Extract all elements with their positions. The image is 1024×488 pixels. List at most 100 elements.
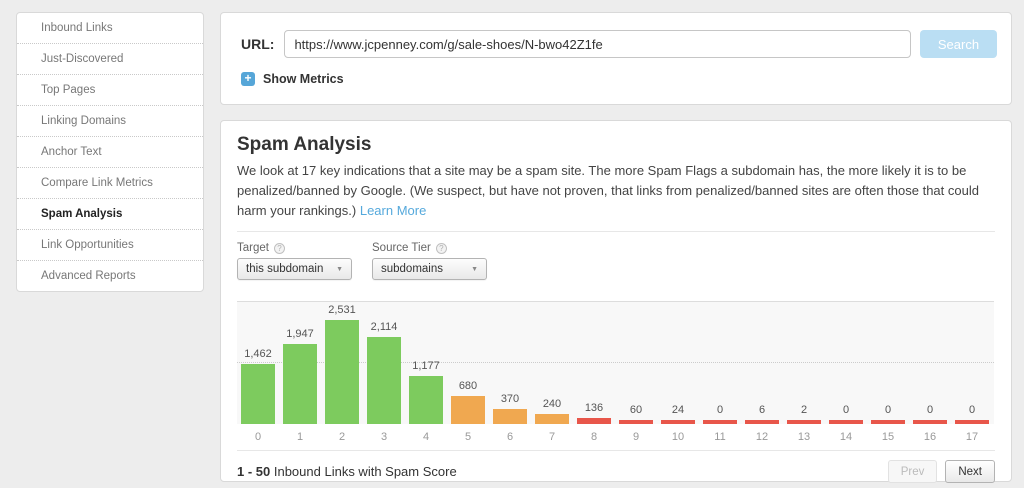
bar-score-6	[493, 409, 527, 424]
x-axis-label: 11	[714, 431, 726, 443]
bar-score-17	[955, 420, 989, 424]
target-dropdown[interactable]: this subdomain ▼	[237, 258, 352, 280]
bar-value-label: 0	[968, 404, 976, 416]
x-axis-label: 12	[755, 431, 769, 443]
bar-score-2	[325, 320, 359, 424]
chevron-down-icon: ▼	[471, 265, 478, 273]
show-metrics-label: Show Metrics	[263, 72, 344, 86]
sidebar-item-anchor-text[interactable]: Anchor Text	[17, 136, 203, 167]
bar-value-label: 240	[542, 398, 562, 410]
search-button[interactable]: Search	[920, 30, 997, 58]
bar-score-0	[241, 364, 275, 424]
url-input[interactable]	[284, 30, 911, 58]
description-text: We look at 17 key indications that a sit…	[237, 161, 989, 221]
x-axis-label: 13	[797, 431, 811, 443]
url-label: URL:	[241, 36, 275, 52]
x-axis-label: 3	[380, 431, 388, 443]
x-axis-label: 8	[590, 431, 598, 443]
bar-value-label: 2,531	[328, 304, 356, 316]
x-axis-label: 2	[338, 431, 346, 443]
x-axis-label: 14	[839, 431, 853, 443]
bar-score-15	[871, 420, 905, 424]
bar-score-13	[787, 420, 821, 424]
bar-value-label: 2,114	[370, 321, 398, 333]
bar-value-label: 680	[458, 380, 478, 392]
bar-score-11	[703, 420, 737, 424]
target-dropdown-value: this subdomain	[246, 263, 324, 275]
source-tier-dropdown-value: subdomains	[381, 263, 444, 275]
spam-score-chart: 1,462 1,947 2,531 2,114 1,177 680 370 240 136 60 2…	[237, 301, 994, 443]
page-title: Spam Analysis	[237, 134, 372, 155]
bar-score-9	[619, 420, 653, 424]
sidebar-item-spam-analysis[interactable]: Spam Analysis	[17, 198, 203, 229]
sidebar-item-inbound-links[interactable]: Inbound Links	[41, 22, 113, 34]
bar-value-label: 60	[629, 404, 643, 416]
x-axis-label: 5	[464, 431, 472, 443]
results-caption: 1 - 50 Inbound Links with Spam Score	[237, 464, 457, 479]
bar-value-label: 0	[926, 404, 934, 416]
target-label: Target ?	[237, 242, 352, 254]
bar-score-10	[661, 420, 695, 424]
url-panel: URL: Search + Show Metrics	[220, 12, 1012, 105]
plus-icon[interactable]: +	[241, 72, 255, 86]
chevron-down-icon: ▼	[336, 265, 343, 273]
x-axis-label: 16	[923, 431, 937, 443]
sidebar-item-advanced-reports[interactable]: Advanced Reports	[17, 260, 203, 291]
bar-score-16	[913, 420, 947, 424]
x-axis-label: 6	[506, 431, 514, 443]
bar-value-label: 2	[800, 404, 808, 416]
sidebar-item-just-discovered[interactable]: Just-Discovered	[17, 43, 203, 74]
spam-analysis-panel: Spam Analysis We look at 17 key indicati…	[220, 120, 1012, 483]
x-axis-label: 4	[422, 431, 430, 443]
x-axis-label: 9	[632, 431, 640, 443]
x-axis-label: 10	[671, 431, 685, 443]
section-divider	[237, 231, 995, 232]
help-icon[interactable]: ?	[435, 242, 447, 254]
bar-score-5	[451, 396, 485, 424]
sidebar-item-linking-domains[interactable]: Linking Domains	[17, 105, 203, 136]
pagination: Prev Next	[887, 460, 995, 483]
next-button[interactable]: Next	[945, 460, 995, 483]
results-range: 1 - 50	[237, 464, 271, 479]
bar-value-label: 0	[884, 404, 892, 416]
bar-value-label: 1,177	[412, 360, 440, 372]
bar-score-3	[367, 337, 401, 424]
sidebar-item-top-pages[interactable]: Top Pages	[17, 74, 203, 105]
bar-value-label: 370	[500, 393, 520, 405]
sidebar-menu: Inbound Links Just-Discovered Top Pages Lin…	[16, 12, 204, 292]
x-axis-label: 1	[296, 431, 304, 443]
results-caption-text: Inbound Links with Spam Score	[270, 464, 457, 479]
footer-divider	[237, 450, 995, 451]
target-control: Target ? this subdomain ▼	[237, 242, 352, 280]
bar-score-1	[283, 344, 317, 424]
source-tier-dropdown[interactable]: subdomains ▼	[372, 258, 487, 280]
sidebar-item-compare-link-metrics[interactable]: Compare Link Metrics	[17, 167, 203, 198]
x-axis-label: 17	[965, 431, 979, 443]
bar-value-label: 0	[716, 404, 724, 416]
bar-value-label: 1,462	[244, 348, 272, 360]
chart-plot: 1,462 1,947 2,531 2,114 1,177 680 370 240 136 60 2…	[237, 301, 994, 424]
chart-x-axis: 0 1 2 3 4 5 6 7 8 9 10 11 12 13 14 15 16 17	[237, 424, 994, 443]
prev-button[interactable]: Prev	[887, 460, 938, 483]
sidebar-item-link-opportunities[interactable]: Link Opportunities	[17, 229, 203, 260]
bar-value-label: 24	[671, 404, 685, 416]
bar-value-label: 6	[758, 404, 766, 416]
source-tier-control: Source Tier ? subdomains ▼	[372, 242, 487, 280]
help-icon[interactable]: ?	[273, 242, 285, 254]
bar-score-14	[829, 420, 863, 424]
bar-score-12	[745, 420, 779, 424]
show-metrics-toggle[interactable]: + Show Metrics	[241, 72, 997, 86]
x-axis-label: 15	[881, 431, 895, 443]
bar-score-7	[535, 414, 569, 424]
description-body: We look at 17 key indications that a sit…	[237, 163, 979, 218]
bar-score-4	[409, 376, 443, 424]
gridline-1500	[237, 362, 994, 363]
learn-more-link[interactable]: Learn More	[359, 203, 427, 218]
bar-value-label: 136	[584, 402, 604, 414]
bar-value-label: 0	[842, 404, 850, 416]
bar-value-label: 1,947	[286, 328, 314, 340]
source-tier-label: Source Tier ?	[372, 242, 487, 254]
x-axis-label: 0	[254, 431, 262, 443]
x-axis-label: 7	[548, 431, 556, 443]
bar-score-8	[577, 418, 611, 424]
